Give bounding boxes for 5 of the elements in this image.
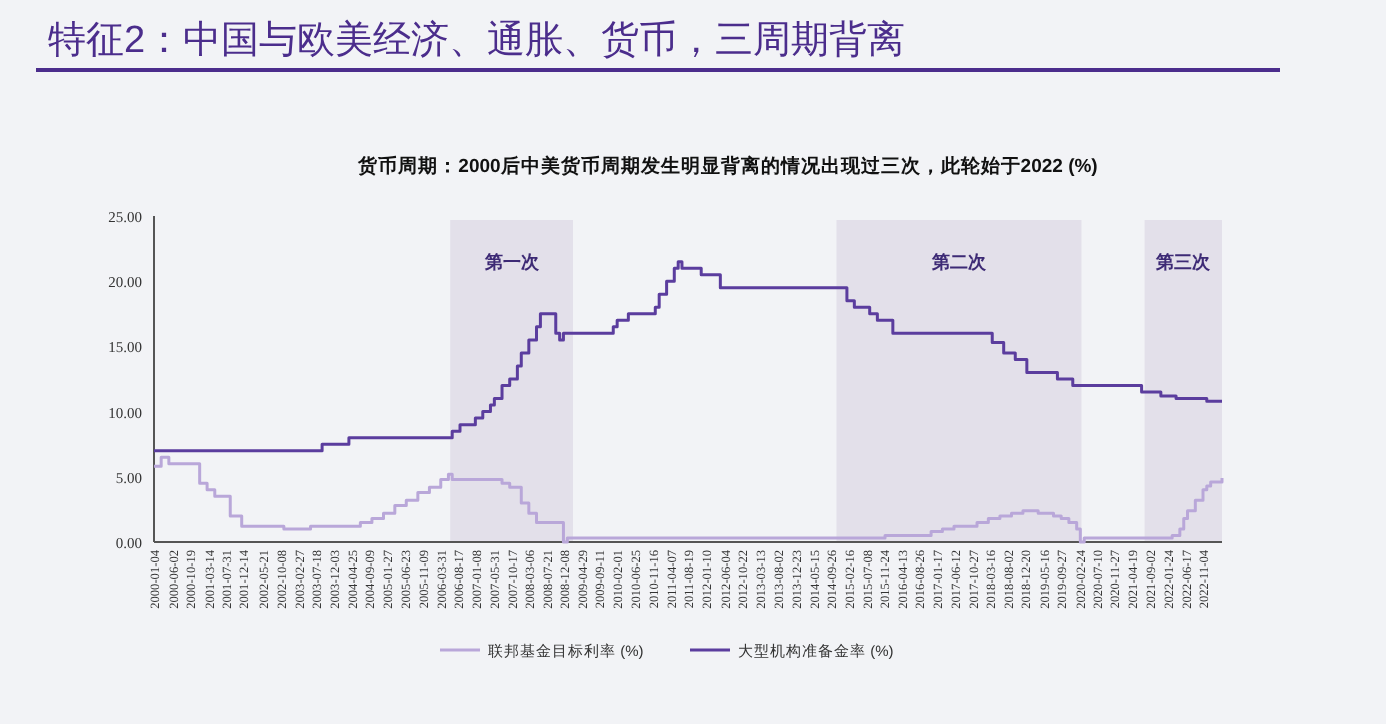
chart-title: 特征2：中国与欧美经济、通胀、货币，三周期背离	[48, 18, 906, 62]
band-label: 第三次	[1154, 252, 1213, 272]
chart-subtitle: 货币周期：2000后中美货币周期发生明显背离的情况出现过三次，此轮始于2022 (%)	[356, 154, 1098, 178]
band-label: 第一次	[482, 252, 541, 272]
band-label: 第二次	[929, 252, 988, 272]
